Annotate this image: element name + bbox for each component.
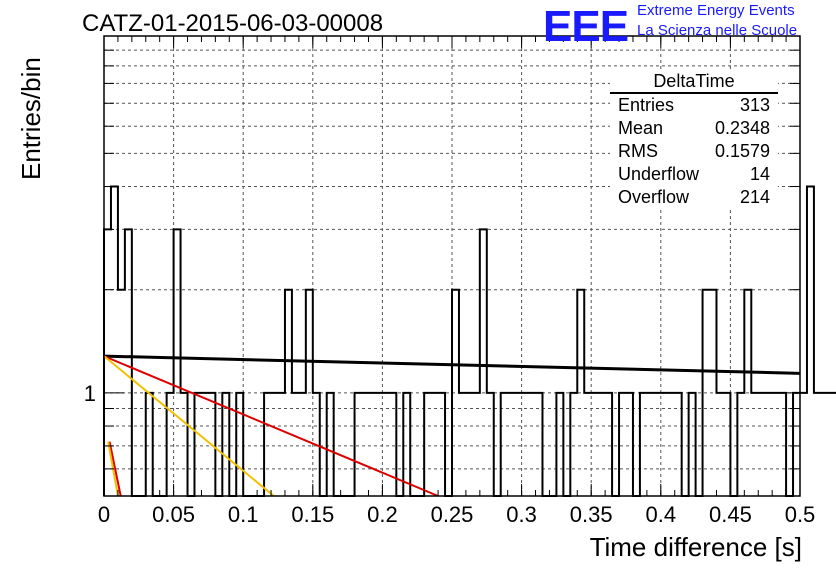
stats-label: Entries [618, 95, 675, 115]
stats-label: RMS [618, 141, 658, 161]
stats-row: RMS 0.1579 [610, 140, 778, 163]
x-tick-label: 0.1 [228, 502, 259, 527]
x-tick-label: 0.35 [570, 502, 613, 527]
fit-line [103, 355, 439, 497]
x-tick-label: 0.2 [367, 502, 398, 527]
stats-box: DeltaTime Entries 313 Mean 0.2348 RMS 0.… [610, 70, 778, 209]
histogram-outline [103, 185, 836, 497]
stats-row: Mean 0.2348 [610, 117, 778, 140]
stats-row: Overflow 214 [610, 186, 778, 209]
stats-value: 0.2348 [714, 118, 770, 138]
stats-value: 214 [739, 187, 770, 207]
stats-title: DeltaTime [610, 70, 778, 94]
stats-value: 313 [739, 95, 770, 115]
x-tick-label: 0.5 [785, 502, 816, 527]
chart-title: CATZ-01-2015-06-03-00008 [82, 10, 384, 37]
fit-line [103, 354, 801, 375]
fit-line [108, 441, 122, 497]
y-tick-label: 1 [84, 381, 96, 406]
y-axis-label: Entries/bin [16, 57, 46, 180]
stats-value: 0.1579 [714, 141, 770, 161]
x-tick-label: 0.3 [506, 502, 537, 527]
x-tick-label: 0.4 [646, 502, 677, 527]
stats-value: 14 [749, 164, 770, 184]
stats-row: Entries 313 [610, 94, 778, 117]
x-tick-label: 0.05 [152, 502, 195, 527]
stats-label: Underflow [618, 164, 700, 184]
logo-line-2: La Scienza nelle Scuole [637, 22, 798, 39]
stats-label: Overflow [618, 187, 690, 207]
x-tick-label: 0.15 [291, 502, 334, 527]
x-tick-label: 0.25 [431, 502, 474, 527]
stats-label: Mean [618, 118, 664, 138]
fit-line [103, 355, 275, 497]
logo-line-1: Extreme Energy Events [637, 2, 795, 19]
stats-row: Underflow 14 [610, 163, 778, 186]
x-tick-label: 0 [98, 502, 110, 527]
x-tick-label: 0.45 [709, 502, 752, 527]
eee-logo: EEE [543, 2, 629, 51]
x-axis-label: Time difference [s] [589, 532, 802, 562]
